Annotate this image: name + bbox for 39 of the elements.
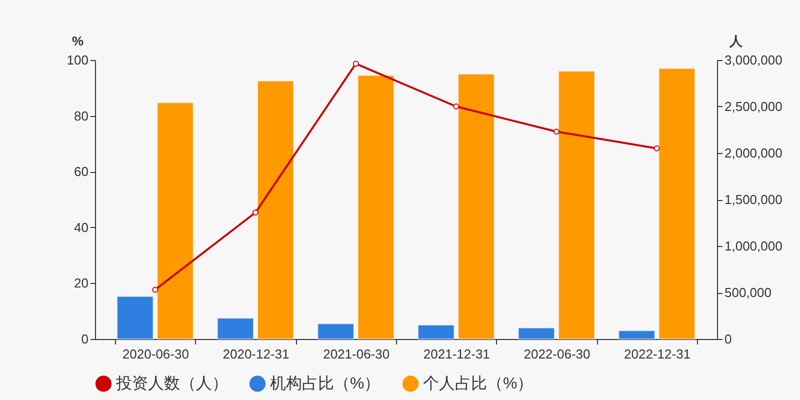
y2-tick-label: 1,000,000 [724,238,782,254]
point [553,128,560,135]
bar [618,330,656,340]
legend-label: 机构占比（%） [270,374,380,393]
y2-tick-label: 0 [724,332,732,346]
bar [357,74,394,340]
point [152,286,158,293]
y-tick-label: 20 [74,276,88,291]
x-tick-label: 2021-12-31 [423,346,490,362]
point [252,210,259,216]
y-tick-label: 0 [81,332,88,346]
bar [116,296,154,340]
y-axis-title: % [72,34,84,48]
y2-tick-label: 1,500,000 [724,192,782,207]
y2-axis-title: 人 [728,34,744,48]
y-tick-label: 60 [74,164,88,180]
y2-tick-label: 500,000 [724,285,772,300]
point [453,104,460,110]
bar [216,318,254,340]
y-tick-label: 80 [74,108,88,124]
x-tick-label: 2022-06-30 [524,346,590,362]
point [654,145,660,152]
y2-tick-label: 2,000,000 [724,146,782,160]
y-tick-label: 100 [66,52,88,68]
bar [658,68,696,340]
x-tick-label: 2022-12-31 [624,346,691,362]
x-tick-label: 2020-12-31 [222,346,290,362]
legend-label: 投资人数（人） [115,374,228,393]
y2-tick-label: 3,000,000 [724,52,782,68]
x-tick-label: 2021-06-30 [323,346,390,362]
bar [558,70,596,340]
bar [418,324,455,340]
y2-tick-label: 2,500,000 [724,99,782,114]
bar [317,323,354,340]
point [352,60,359,67]
bar [518,327,555,340]
legend-label: 个人占比（%） [423,374,534,393]
y-tick-label: 40 [74,220,88,235]
x-tick-label: 2020-06-30 [122,346,189,362]
